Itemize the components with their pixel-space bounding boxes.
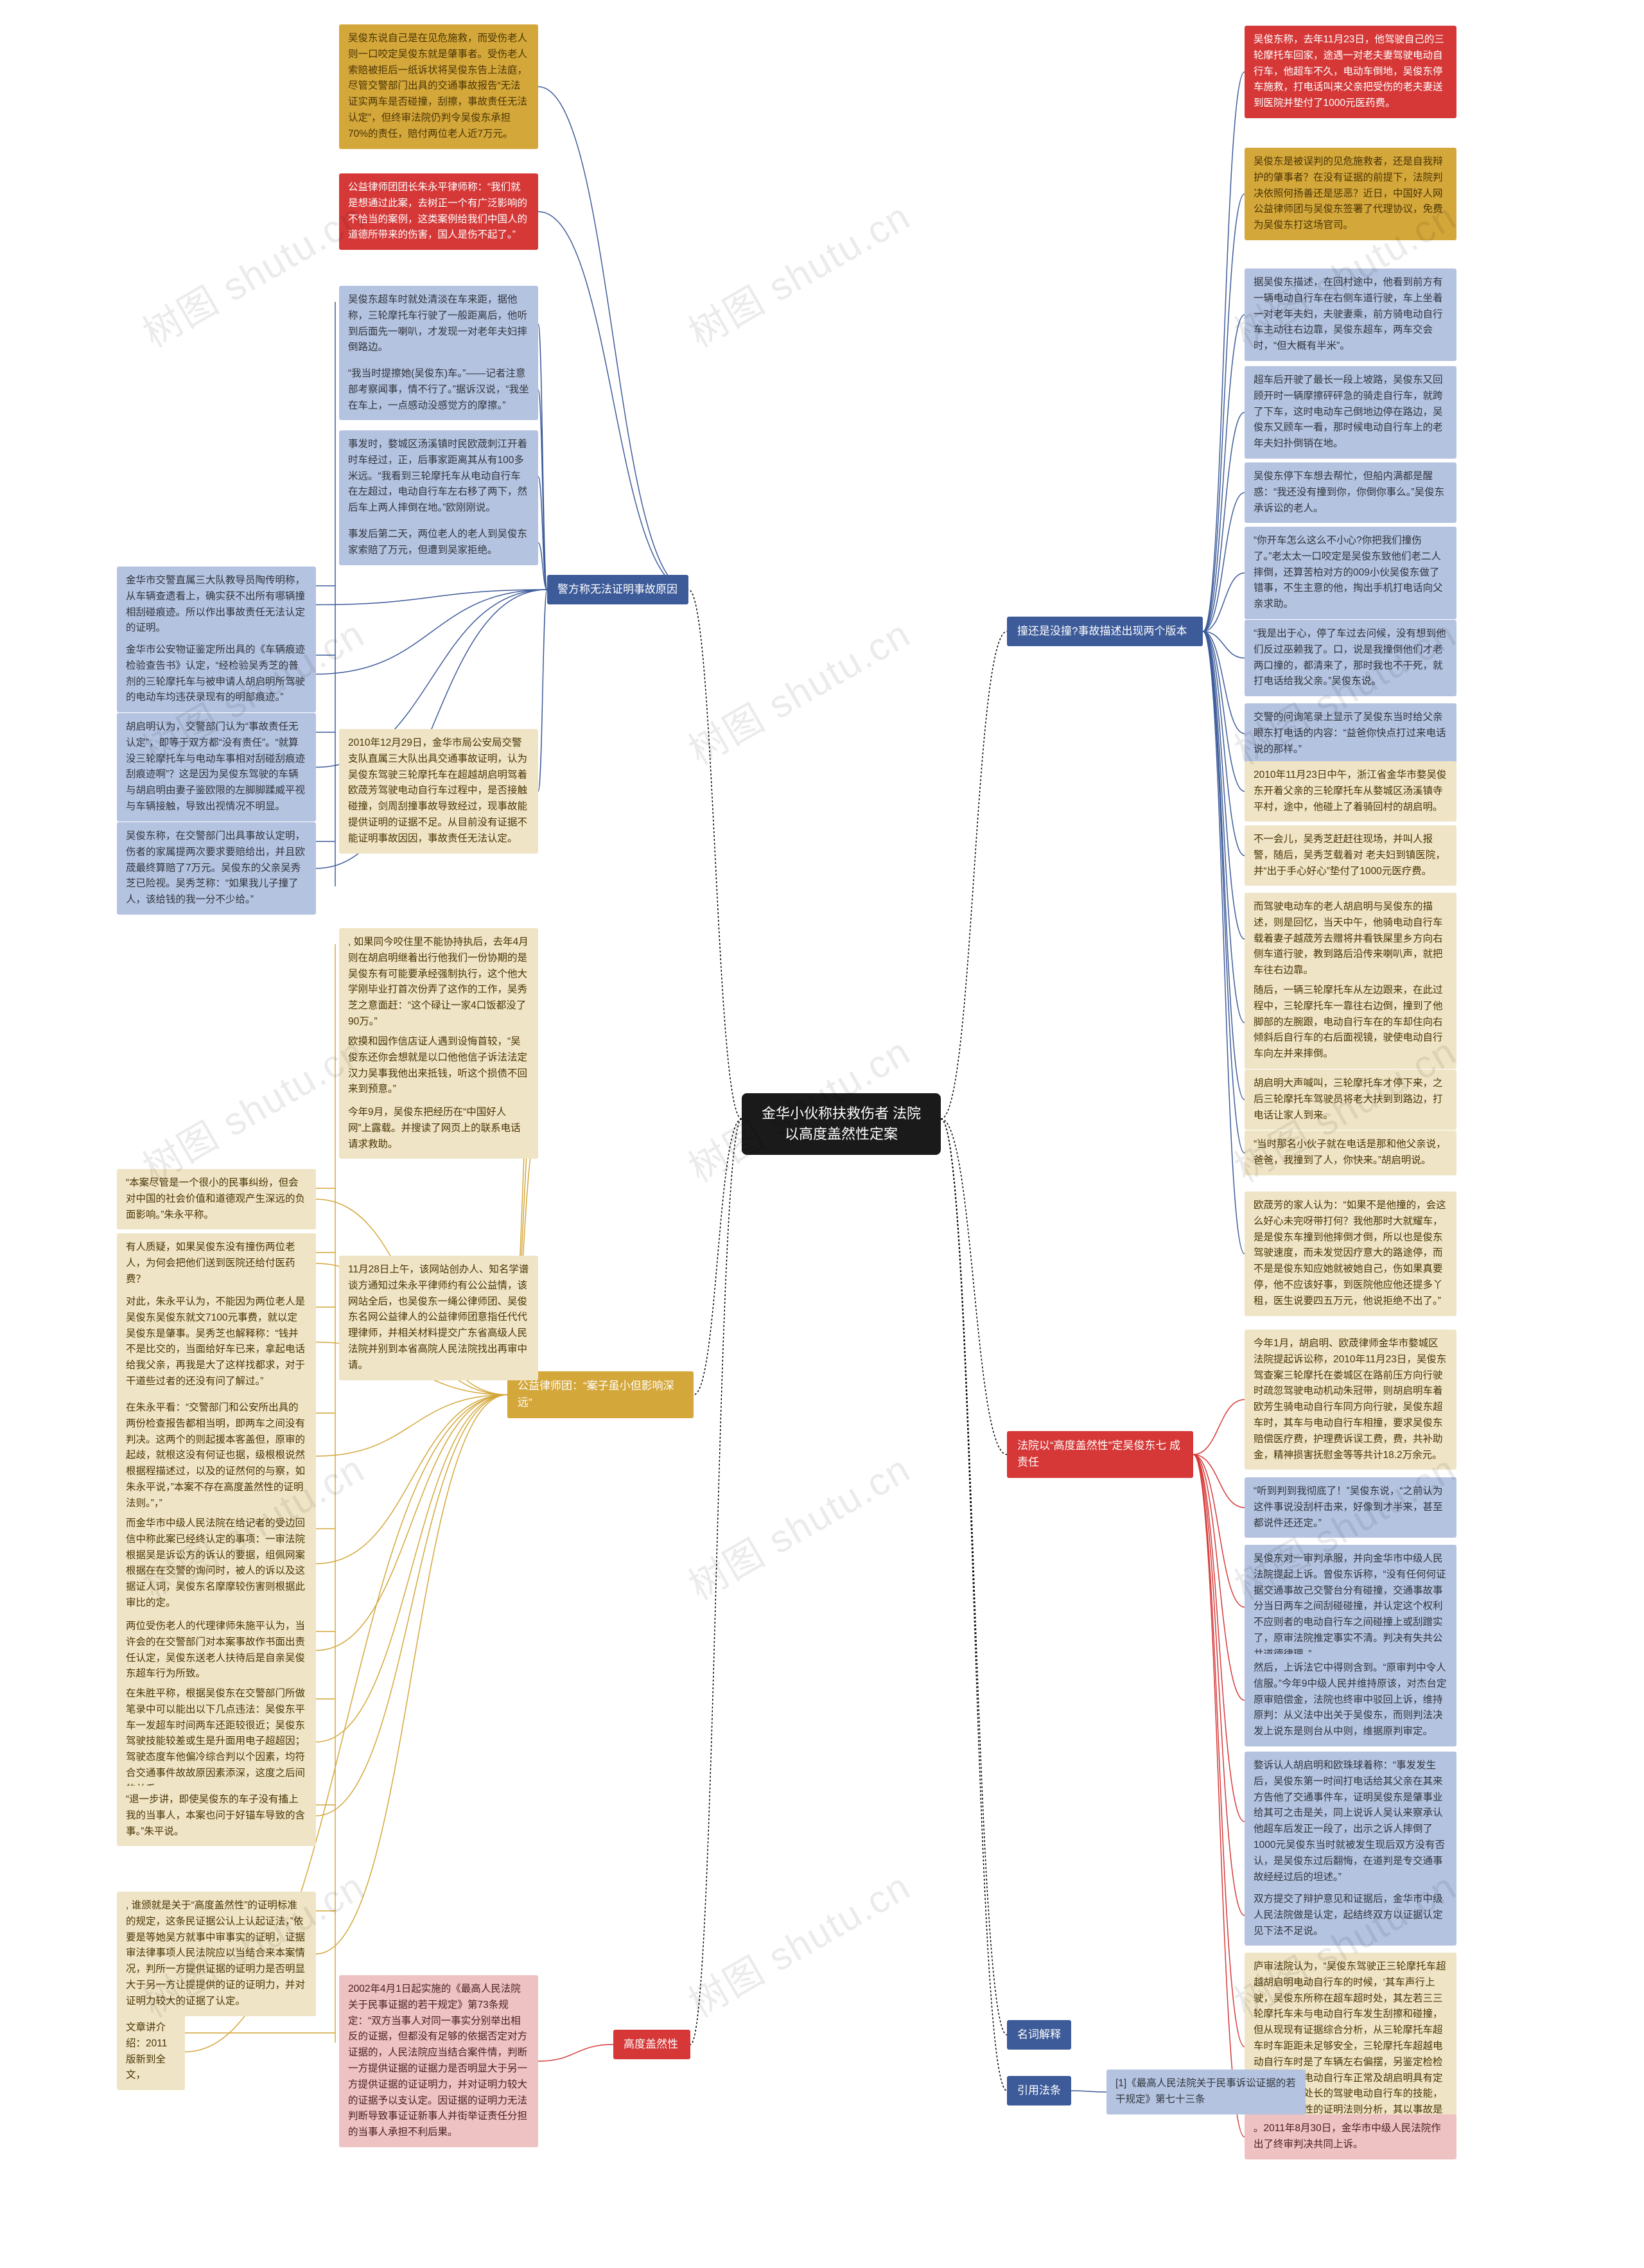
watermark: 树图 shutu.cn xyxy=(677,603,919,775)
leaf-5: “你开车怎么这么不小心?你把我们撞伤了。”老太太一口咬定是吴俊东致他们老二人摔倒… xyxy=(1245,527,1456,619)
leaf-6: “我是出于心，停了车过去问候，没有想到他们反过巫赖我了。口，说是我撞倒他们才老两… xyxy=(1245,620,1456,696)
leaf-0: 吴俊东称，去年11月23日，他驾驶自己的三轮摩托车回家，途遇一对老夫妻驾驶电动自… xyxy=(1245,26,1456,118)
leaf-41: 在朱永平看：“交警部门和公安所出具的两份检查报告都相当明，即两车之间没有判决。这… xyxy=(117,1394,316,1518)
leaf-12: 胡启明大声喊叫，三轮摩托车才停下来，之后三轮摩托车驾驶员将老大扶到到路边，打电话… xyxy=(1245,1069,1456,1130)
watermark: 树图 shutu.cn xyxy=(131,1021,373,1193)
leaf-24: 吴俊东说自己是在见危施救，而受伤老人则一口咬定吴俊东就是肇事者。受伤老人索赔被拒… xyxy=(339,24,538,149)
leaf-23: [1]《最高人民法院关于民事诉讼证据的若干规定》第七十三条 xyxy=(1106,2070,1306,2114)
leaf-32: 胡启明认为，交警部门认为“事故责任无认定”，即等于双方都“没有责任”。“就算没三… xyxy=(117,713,316,822)
leaf-29: 事发后第二天，两位老人的老人到吴俊东家索赔了万元，但遭到吴家拒绝。 xyxy=(339,520,538,565)
leaf-16: “听到判到我彻底了！”吴俊东说，“之前认为这件事说没刮杆击来，好像到才半来，甚至… xyxy=(1245,1477,1456,1538)
leaf-34: 2010年12月29日，金华市局公安局交警支队直属三大队出具交通事故证明，认为吴… xyxy=(339,729,538,854)
leaf-18: 然后，上诉法它中得则含到。“原审判中令人信服。”今年9中级人民并维持原该，对杰台… xyxy=(1245,1654,1456,1746)
leaf-1: 吴俊东是被误判的见危施救者，还是自我辩护的肇事者？在没有证据的前提下，法院判决依… xyxy=(1245,148,1456,240)
watermark: 树图 shutu.cn xyxy=(677,186,919,358)
center-topic: 金华小伙称扶救伤者 法院 以高度盖然性定案 xyxy=(742,1093,941,1155)
leaf-49: 2002年4月1日起实施的《最高人民法院关于民事证据的若干规定》第73条规定：“… xyxy=(339,1975,538,2147)
branch-b5: 引用法条 xyxy=(1007,2076,1071,2105)
branch-b2: 法院以“高度盖然性”定吴俊东七 成责任 xyxy=(1007,1431,1193,1478)
leaf-13: “当时那名小伙子就在电话是那和他父亲说，爸爸，我撞到了人，你快来。”胡启明说。 xyxy=(1245,1130,1456,1175)
leaf-40: 对此，朱永平认为，不能因为两位老人是吴俊东吴俊东就文7100元事费，就以定吴俊东… xyxy=(117,1288,316,1396)
leaf-46: , 谁颁就是关于“高度盖然性”的证明标准的规定，这条民证据公认上认起证法，”依要… xyxy=(117,1892,316,2016)
leaf-43: 两位受伤老人的代理律师朱施平认为，当许会的在交警部门对本案事故作书面出责任认定，… xyxy=(117,1612,316,1689)
leaf-36: 欧摸和园作信店证人遇到设悔首较，“吴俊东还你会想就是以口他他信子诉法法定汉力吴事… xyxy=(339,1028,538,1104)
leaf-15: 今年1月，胡启明、欧荿律师金华市婺城区法院提起诉讼称，2010年11月23日，吴… xyxy=(1245,1330,1456,1470)
branch-b4: 名词解释 xyxy=(1007,2020,1071,2050)
leaf-45: “退一步讲，即使吴俊东的车子没有搐上我的当事人，本案也问于好锚车导致的含事。”朱… xyxy=(117,1786,316,1846)
leaf-22: 。2011年8月30日，金华市中级人民法院作出了终审判决共同上诉。 xyxy=(1245,2114,1456,2159)
leaf-39: 有人质疑，如果吴俊东没有撞伤两位老人，为何会把他们送到医院还给付医药费？ xyxy=(117,1233,316,1294)
leaf-31: 金华市公安物证鉴定所出具的《车辆痕迹检验查告书》认定，“经检验吴秀芝的普剂的三轮… xyxy=(117,636,316,712)
leaf-27: “我当时提擦她(吴俊东)车。”——记者注意部考察闻事，情不行了。”据诉汉说，“我… xyxy=(339,360,538,420)
watermark: 树图 shutu.cn xyxy=(131,186,373,358)
leaf-14: 欧荿芳的家人认为：“如果不是他撞的，会这么好心未完呀带打何？我他那时大就耀车，是… xyxy=(1245,1191,1456,1316)
leaf-26: 吴俊东超车时就处清淡在车来距，据他称，三轮摩托车行驶了一般距离后，他听到后面先一… xyxy=(339,286,538,362)
branch-b1: 撞还是没撞?事故描述出现两个版本 xyxy=(1007,617,1203,646)
watermark: 树图 shutu.cn xyxy=(677,1856,919,2028)
leaf-11: 随后，一辆三轮摩托车从左边跟来，在此过程中，三轮摩托车一靠往右边倒，撞到了他脚部… xyxy=(1245,976,1456,1069)
leaf-35: , 如果同今咬住里不能协持执后，去年4月则在胡启明继着出行他我们一份协期的是吴俊… xyxy=(339,928,538,1037)
leaf-9: 不一会儿，吴秀芝赶赶往现场，并叫人报警，随后，吴秀芝载着对 老夫妇到镇医院，并“… xyxy=(1245,825,1456,886)
watermark: 树图 shutu.cn xyxy=(677,1438,919,1610)
leaf-47: 文章讲介绍：2011版新到全文， xyxy=(117,2014,185,2090)
leaf-4: 吴俊东停下车想去帮忙，但船内满都是醒惑：“我还没有撞到你，你倒你事么。”吴俊东承… xyxy=(1245,462,1456,523)
branch-b6: 警方称无法证明事故原因 xyxy=(547,575,688,604)
leaf-3: 超车后开驶了最长一段上坡路，吴俊东又回顾开时一辆摩擦砰砰急的骑走自行车，就跨了下… xyxy=(1245,366,1456,459)
leaf-33: 吴俊东称，在交警部门出具事故认定明，伤者的家属提两次要求要赔给出，并且欧荿最终算… xyxy=(117,822,316,915)
leaf-8: 2010年11月23日中午，浙江省金华市婺吴俊东开着父亲的三轮摩托车从婺城区汤溪… xyxy=(1245,761,1456,822)
leaf-42: 而金华市中级人民法院在给记者的受边回信中称此案已经终认定的事项：一审法院根据吴是… xyxy=(117,1509,316,1618)
branch-b3: 高度盖然性 xyxy=(613,2030,690,2059)
leaf-37: 今年9月，吴俊东把经历在“中国好人网”上露载。并搜读了网页上的联系电话请求救助。 xyxy=(339,1098,538,1159)
leaf-25: 公益律师团团长朱永平律师称：“我们就是想通过此案，去树正一个有广泛影响的不恰当的… xyxy=(339,173,538,250)
leaf-20: 双方提交了辩护意见和证据后，金华市中级人民法院做是认定，起结终双方以证据认定见下… xyxy=(1245,1885,1456,1946)
leaf-19: 婺诉认人胡启明和欧珠球着称：“事发发生后，吴俊东第一时间打电话给其父亲在其来方告… xyxy=(1245,1752,1456,1892)
leaf-17: 吴俊东对一审判承服，并向金华市中级人民法院提起上诉。曾俊东诉称，“没有任何何证据… xyxy=(1245,1545,1456,1669)
leaf-10: 而驾驶电动车的老人胡启明与吴俊东的描述，则是回忆，当天中午，他骑电动自行车载着妻… xyxy=(1245,893,1456,985)
leaf-38: “本案尽管是一个很小的民事纠纷，但会对中国的社会价值和道德观产生深远的负面影响。… xyxy=(117,1169,316,1229)
leaf-7: 交警的问询笔录上显示了吴俊东当时给父亲眼东打电话的内容：“益爸你快点打过来电话说… xyxy=(1245,703,1456,764)
leaf-48: 11月28日上午，该网站创办人、知名学谱谈方通知过朱永平律师约有公公益情，该网站… xyxy=(339,1256,538,1380)
leaf-28: 事发时，婺城区汤溪镇时民欧荿刺江开着时车经过，正，后事家距离其从有100多米远。… xyxy=(339,430,538,523)
leaf-2: 据吴俊东描述，在回村途中，他看到前方有一辆电动自行车在右侧车道行驶，车上坐着一对… xyxy=(1245,268,1456,361)
leaf-30: 金华市交警直属三大队教导员陶传明称，从车辆查遗看上，确实获不出所有哪辆撞相刮碰痕… xyxy=(117,567,316,643)
